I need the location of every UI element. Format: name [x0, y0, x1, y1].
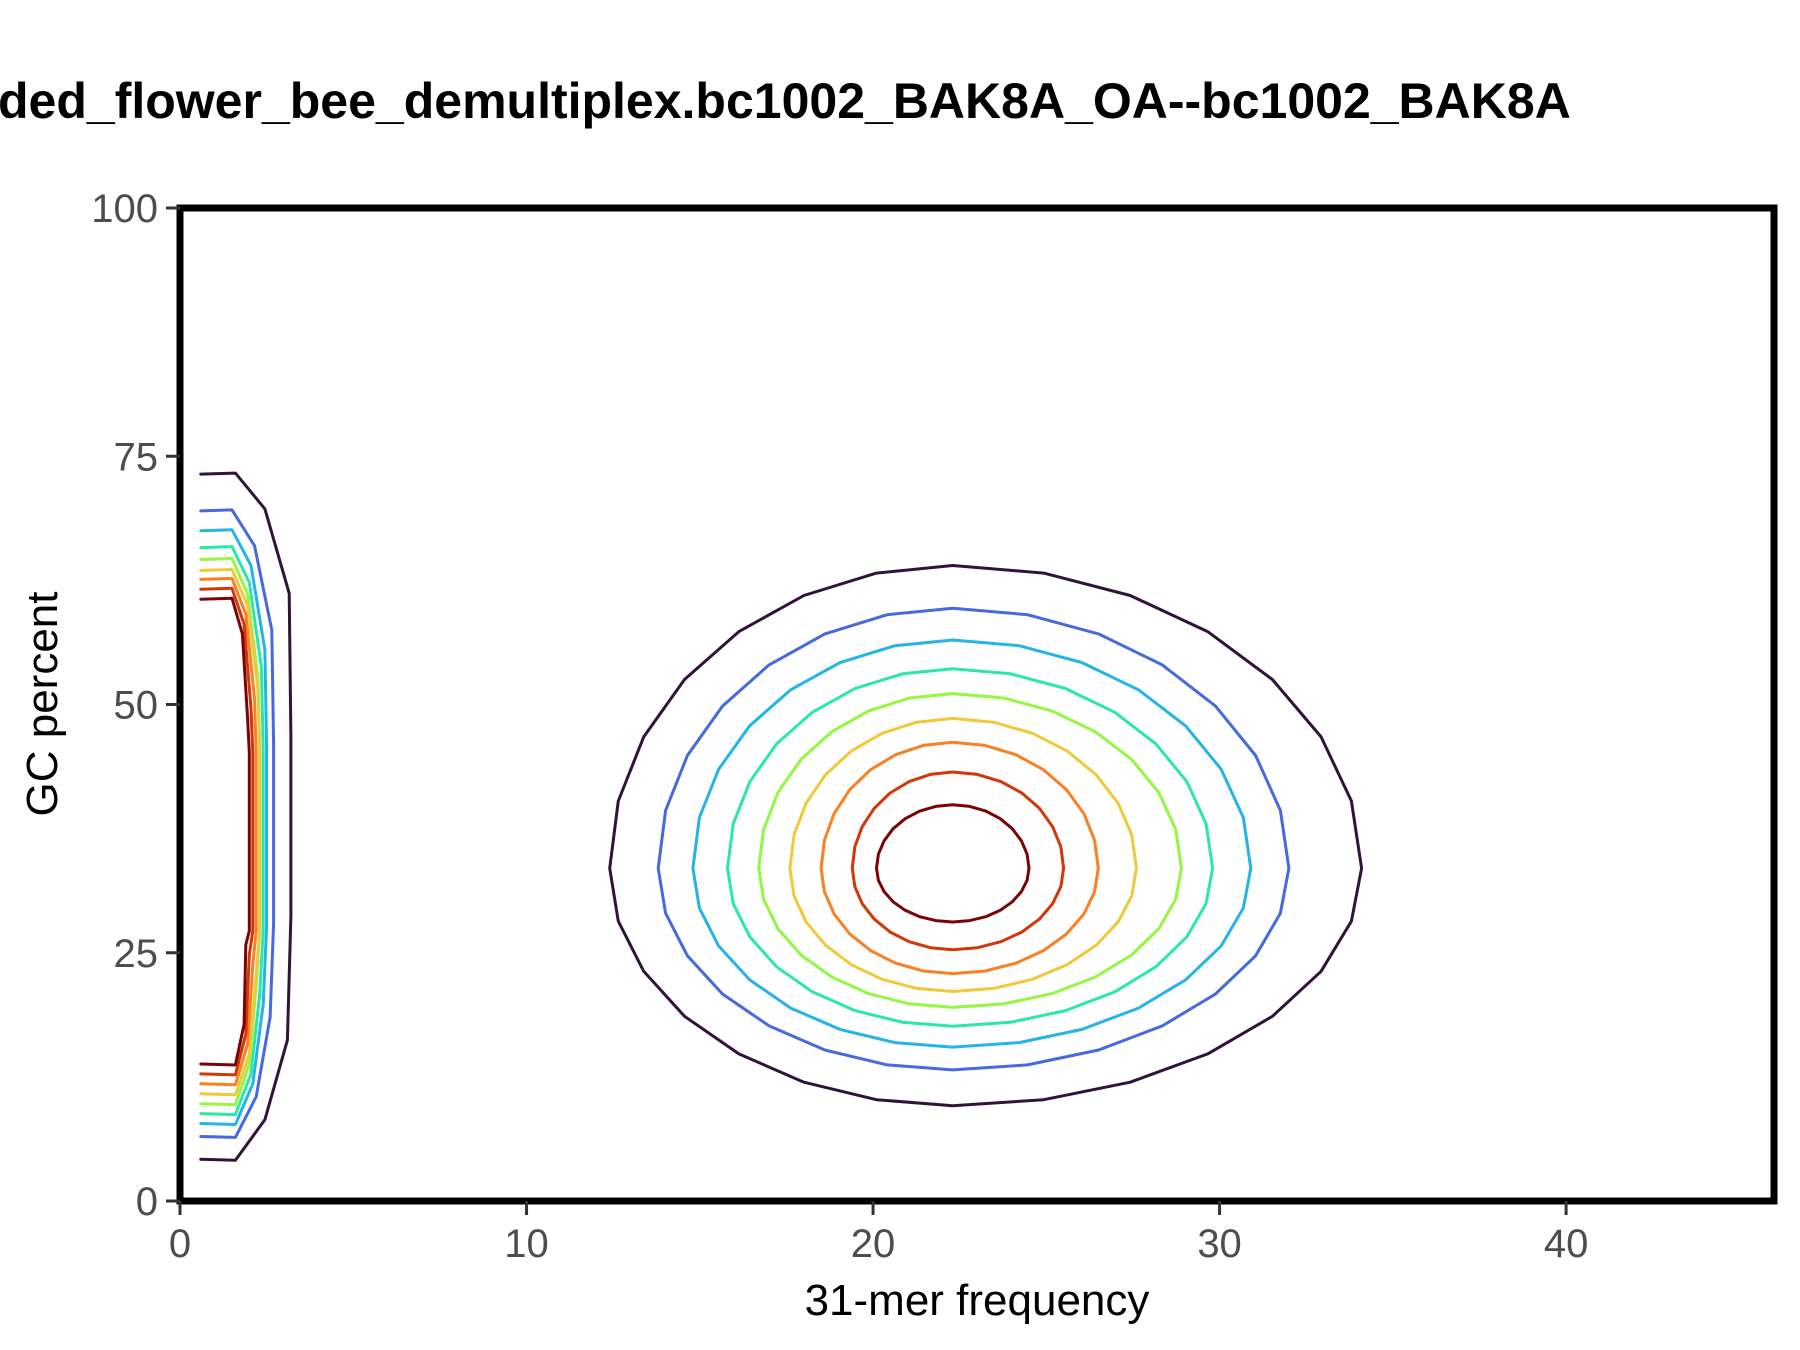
- x-tick-label: 0: [169, 1222, 191, 1266]
- error-peak-contours: [199, 471, 293, 1162]
- error-contour-level-8: [199, 586, 255, 1077]
- plot-panel: [176, 204, 1778, 1205]
- main-contour-level-3: [691, 638, 1253, 1049]
- y-tick-label: 0: [136, 1180, 158, 1224]
- panel-border: [176, 204, 1778, 1205]
- error-contour-level-2: [199, 508, 276, 1139]
- main-contour-level-8: [850, 770, 1066, 952]
- x-tick-label: 40: [1544, 1222, 1589, 1266]
- main-contour-level-2: [656, 606, 1291, 1072]
- x-tick-label: 20: [851, 1222, 896, 1266]
- x-tick-label: 10: [504, 1222, 549, 1266]
- y-tick-label: 50: [114, 684, 159, 728]
- x-axis: 0 10 20 30 40: [169, 1201, 1588, 1266]
- main-contour-level-5: [757, 692, 1183, 1009]
- main-peak-contours: [608, 564, 1364, 1108]
- y-axis-title: GC percent: [18, 592, 67, 817]
- y-axis: 0 25 50 75 100: [91, 187, 180, 1224]
- x-tick-label: 30: [1197, 1222, 1242, 1266]
- error-contour-level-4: [199, 545, 265, 1117]
- x-axis-title: 31-mer frequency: [805, 1276, 1150, 1325]
- main-contour-level-7: [819, 740, 1100, 976]
- error-contour-level-3: [199, 528, 269, 1126]
- error-contour-level-9: [199, 596, 251, 1067]
- chart-title: ded_flower_bee_demultiplex.bc1002_BAK8A_…: [0, 73, 1571, 129]
- main-contour-level-4: [726, 667, 1215, 1028]
- main-contour-level-6: [788, 716, 1138, 993]
- main-contour-level-9: [875, 803, 1031, 924]
- error-contour-level-6: [199, 568, 262, 1097]
- y-tick-label: 25: [114, 932, 159, 976]
- y-tick-label: 100: [91, 187, 158, 231]
- error-contour-level-1: [199, 471, 293, 1162]
- y-tick-label: 75: [114, 435, 159, 479]
- error-contour-level-7: [199, 576, 258, 1087]
- main-contour-level-1: [608, 564, 1364, 1108]
